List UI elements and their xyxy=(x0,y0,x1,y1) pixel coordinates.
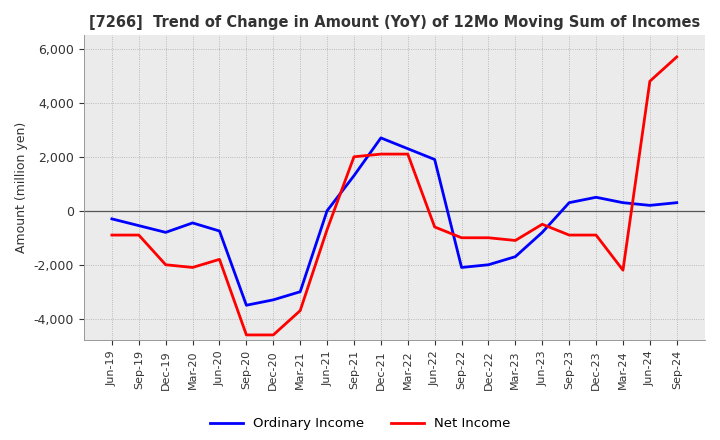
Ordinary Income xyxy=(242,303,251,308)
Ordinary Income xyxy=(323,208,331,213)
Net Income xyxy=(618,268,627,273)
Net Income xyxy=(296,308,305,313)
Ordinary Income xyxy=(511,254,520,259)
Ordinary Income xyxy=(269,297,278,302)
Net Income xyxy=(107,232,116,238)
Net Income xyxy=(403,151,412,157)
Ordinary Income xyxy=(565,200,574,205)
Ordinary Income xyxy=(188,220,197,226)
Ordinary Income xyxy=(484,262,492,268)
Y-axis label: Amount (million yen): Amount (million yen) xyxy=(15,122,28,253)
Net Income xyxy=(646,79,654,84)
Ordinary Income xyxy=(431,157,439,162)
Net Income xyxy=(431,224,439,230)
Net Income xyxy=(592,232,600,238)
Net Income xyxy=(350,154,359,159)
Ordinary Income xyxy=(161,230,170,235)
Net Income xyxy=(511,238,520,243)
Ordinary Income xyxy=(377,135,385,140)
Ordinary Income xyxy=(538,230,546,235)
Net Income xyxy=(377,151,385,157)
Net Income xyxy=(242,332,251,337)
Net Income xyxy=(672,54,681,59)
Net Income xyxy=(484,235,492,240)
Net Income xyxy=(538,222,546,227)
Ordinary Income xyxy=(457,265,466,270)
Net Income xyxy=(457,235,466,240)
Net Income xyxy=(135,232,143,238)
Ordinary Income xyxy=(672,200,681,205)
Net Income xyxy=(188,265,197,270)
Ordinary Income xyxy=(107,216,116,221)
Net Income xyxy=(565,232,574,238)
Ordinary Income xyxy=(215,228,224,234)
Ordinary Income xyxy=(618,200,627,205)
Ordinary Income xyxy=(646,203,654,208)
Ordinary Income xyxy=(350,173,359,178)
Ordinary Income xyxy=(135,223,143,228)
Line: Ordinary Income: Ordinary Income xyxy=(112,138,677,305)
Net Income xyxy=(269,332,278,337)
Ordinary Income xyxy=(592,194,600,200)
Net Income xyxy=(161,262,170,268)
Net Income xyxy=(215,257,224,262)
Ordinary Income xyxy=(403,146,412,151)
Legend: Ordinary Income, Net Income: Ordinary Income, Net Income xyxy=(204,412,516,436)
Ordinary Income xyxy=(296,289,305,294)
Line: Net Income: Net Income xyxy=(112,57,677,335)
Net Income xyxy=(323,227,331,232)
Title: [7266]  Trend of Change in Amount (YoY) of 12Mo Moving Sum of Incomes: [7266] Trend of Change in Amount (YoY) o… xyxy=(89,15,700,30)
